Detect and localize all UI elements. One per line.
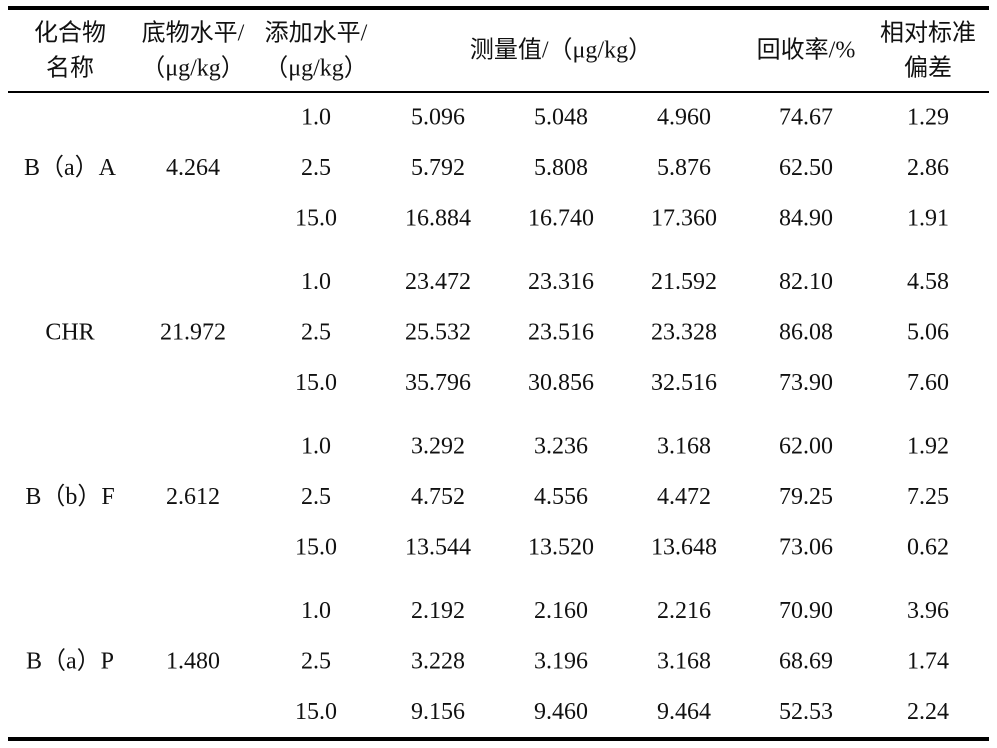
cell: 62.50 [779,155,833,181]
cell: 74.67 [779,105,833,131]
cell: 15.0 [295,206,337,232]
cell: 1.0 [301,105,331,131]
cell: 23.316 [528,269,594,295]
cell: 21.592 [651,269,717,295]
compound-name: B（a）P [26,649,114,675]
cell: 9.464 [657,699,711,725]
cell: 4.556 [534,484,588,510]
cell: 2.5 [301,649,331,675]
compound-name: B（a）A [24,155,117,181]
header-cell: 偏差 [904,55,952,82]
cell: 13.648 [651,535,717,561]
cell: 2.24 [907,699,949,725]
cell: 3.96 [907,598,949,624]
compound-name: CHR [45,320,94,346]
cell: 1.0 [301,434,331,460]
cell: 32.516 [651,370,717,396]
header-cell: 测量值/（μg/kg） [470,37,652,64]
cell: 16.884 [405,206,471,232]
cell: 23.328 [651,320,717,346]
header-cell: （μg/kg） [264,56,368,82]
cell: 3.228 [411,649,465,675]
cell: 9.156 [411,699,465,725]
cell: 62.00 [779,434,833,460]
cell: 2.192 [411,598,465,624]
cell: 5.792 [411,155,465,181]
cell: 70.90 [779,598,833,624]
cell: 52.53 [779,699,833,725]
cell: 79.25 [779,484,833,510]
cell: 2.216 [657,598,711,624]
cell: 3.168 [657,649,711,675]
header-cell: （μg/kg） [141,56,245,82]
cell: 2.5 [301,484,331,510]
header-cell: 化合物 [34,20,106,47]
cell: 73.06 [779,535,833,561]
cell: 13.520 [528,535,594,561]
base-level: 1.480 [166,649,220,675]
cell: 1.0 [301,269,331,295]
cell: 13.544 [405,535,471,561]
cell: 15.0 [295,370,337,396]
cell: 0.62 [907,535,949,561]
cell: 23.472 [405,269,471,295]
cell: 4.752 [411,484,465,510]
cell: 3.292 [411,434,465,460]
cell: 1.92 [907,434,949,460]
cell: 7.25 [907,484,949,510]
cell: 17.360 [651,206,717,232]
compound-name: B（b）F [25,484,114,510]
cell: 4.472 [657,484,711,510]
cell: 15.0 [295,535,337,561]
cell: 3.196 [534,649,588,675]
cell: 1.91 [907,206,949,232]
header-cell: 名称 [46,55,94,82]
cell: 2.160 [534,598,588,624]
cell: 1.0 [301,598,331,624]
cell: 2.5 [301,155,331,181]
header-cell: 添加水平/ [265,20,368,47]
cell: 5.808 [534,155,588,181]
cell: 15.0 [295,699,337,725]
cell: 9.460 [534,699,588,725]
cell: 4.960 [657,105,711,131]
cell: 3.168 [657,434,711,460]
cell: 4.58 [907,269,949,295]
header-cell: 相对标准 [880,20,976,47]
cell: 16.740 [528,206,594,232]
cell: 84.90 [779,206,833,232]
base-level: 21.972 [160,320,226,346]
cell: 25.532 [405,320,471,346]
cell: 5.876 [657,155,711,181]
cell: 82.10 [779,269,833,295]
cell: 5.096 [411,105,465,131]
cell: 7.60 [907,370,949,396]
header-cell: 回收率/% [757,37,856,64]
cell: 68.69 [779,649,833,675]
cell: 35.796 [405,370,471,396]
cell: 86.08 [779,320,833,346]
header-cell: 底物水平/ [142,20,245,47]
cell: 23.516 [528,320,594,346]
base-level: 2.612 [166,484,220,510]
cell: 2.5 [301,320,331,346]
cell: 1.29 [907,105,949,131]
cell: 2.86 [907,155,949,181]
cell: 73.90 [779,370,833,396]
cell: 30.856 [528,370,594,396]
cell: 5.06 [907,320,949,346]
cell: 1.74 [907,649,949,675]
base-level: 4.264 [166,155,220,181]
cell: 3.236 [534,434,588,460]
cell: 5.048 [534,105,588,131]
